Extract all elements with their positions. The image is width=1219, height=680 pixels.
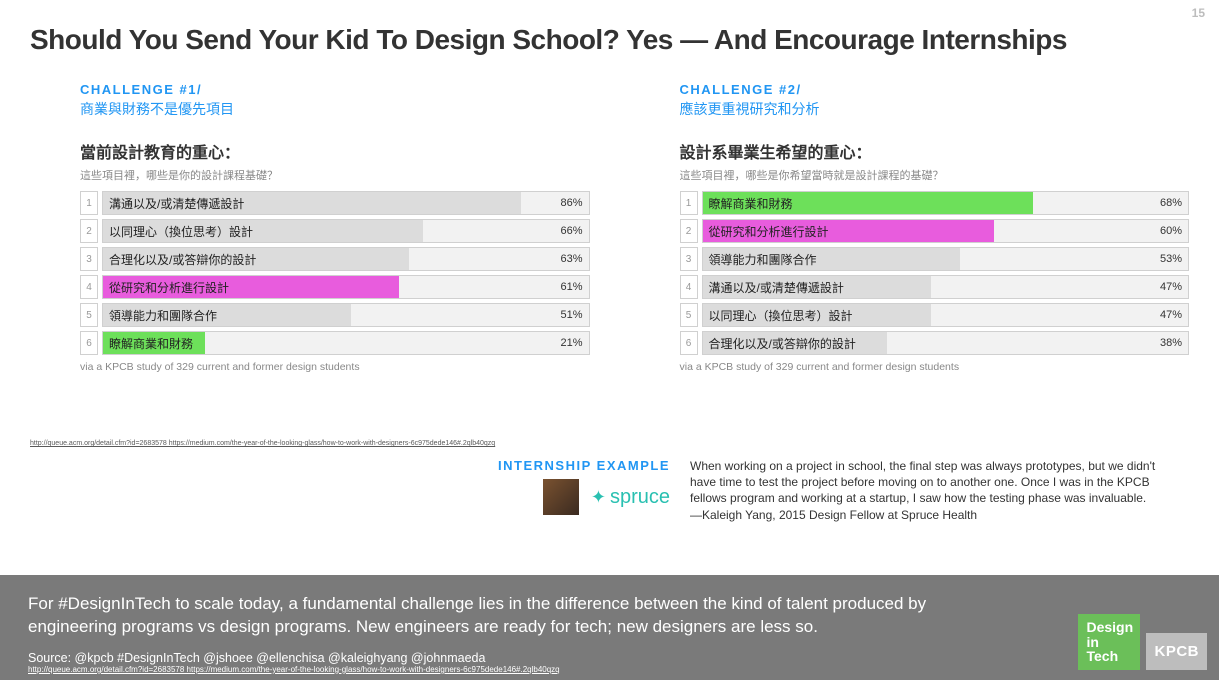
reference-links: http://queue.acm.org/detail.cfm?id=26835… (30, 440, 495, 447)
bar-percentage: 47% (1160, 281, 1182, 293)
bar-percentage: 60% (1160, 225, 1182, 237)
bar-track: 瞭解商業和財務 68% (702, 191, 1190, 215)
bar-percentage: 86% (560, 197, 582, 209)
bar-track: 以同理心（換位思考）設計 66% (102, 219, 590, 243)
section-title: 設計系畢業生希望的重心： (680, 139, 1190, 163)
rank-number: 2 (680, 219, 698, 243)
rank-number: 5 (80, 303, 98, 327)
bar-label: 溝通以及/或清楚傳遞設計 (703, 279, 844, 296)
section-title: 當前設計教育的重心： (80, 139, 590, 163)
bar-chart: 1 瞭解商業和財務 68% 2 從研究和分析進行設計 60% 3 領導能力和團隊合作 53% 4溝… (680, 191, 1190, 355)
bar-label: 瞭解商業和財務 (703, 195, 793, 212)
bar-track: 溝通以及/或清楚傳遞設計 47% (702, 275, 1190, 299)
bar-track: 合理化以及/或答辯你的設計 63% (102, 247, 590, 271)
internship-quote: When working on a project in school, the… (690, 458, 1160, 523)
bar-track: 瞭解商業和財務 21% (102, 331, 590, 355)
bar-track: 合理化以及/或答辯你的設計 38% (702, 331, 1190, 355)
spruce-logo: ✦ spruce (591, 486, 670, 509)
bar-track: 以同理心（換位思考）設計 47% (702, 303, 1190, 327)
quote-text: When working on a project in school, the… (690, 459, 1155, 505)
bar-label: 領導能力和團隊合作 (103, 307, 217, 324)
challenge-column-1: CHALLENGE #1/商業與財務不是優先項目當前設計教育的重心： 這些項目裡，… (80, 82, 590, 373)
rank-number: 5 (680, 303, 698, 327)
rank-number: 4 (680, 275, 698, 299)
bar-track: 從研究和分析進行設計 61% (102, 275, 590, 299)
bar-track: 溝通以及/或清楚傳遞設計 86% (102, 191, 590, 215)
internship-example: INTERNSHIP EXAMPLE ✦ spruce When working… (460, 458, 1160, 523)
bar-percentage: 47% (1160, 309, 1182, 321)
bar-percentage: 68% (1160, 197, 1182, 209)
bar-row: 3 領導能力和團隊合作 53% (680, 247, 1190, 271)
bar-label: 從研究和分析進行設計 (703, 223, 829, 240)
bar-percentage: 53% (1160, 253, 1182, 265)
design-in-tech-badge: Designin Tech (1078, 614, 1140, 670)
rank-number: 4 (80, 275, 98, 299)
bar-row: 6 瞭解商業和財務 21% (80, 331, 590, 355)
bar-percentage: 21% (560, 337, 582, 349)
bar-label: 以同理心（換位思考）設計 (703, 307, 853, 324)
bar-track: 從研究和分析進行設計 60% (702, 219, 1190, 243)
challenge-subtitle: 商業與財務不是優先項目 (80, 99, 590, 119)
bar-percentage: 66% (560, 225, 582, 237)
bar-label: 領導能力和團隊合作 (703, 251, 817, 268)
avatar (543, 479, 579, 515)
footer-source: Source: @kpcb #DesignInTech @jshoee @ell… (28, 651, 1191, 665)
challenge-subtitle: 應該更重視研究和分析 (680, 99, 1190, 119)
bar-label: 以同理心（換位思考）設計 (103, 223, 253, 240)
rank-number: 1 (80, 191, 98, 215)
bar-row: 5 以同理心（換位思考）設計 47% (680, 303, 1190, 327)
bar-percentage: 61% (560, 281, 582, 293)
bar-row: 1 瞭解商業和財務 68% (680, 191, 1190, 215)
bar-row: 6 合理化以及/或答辯你的設計 38% (680, 331, 1190, 355)
slide-title: Should You Send Your Kid To Design Schoo… (0, 0, 1219, 66)
bar-label: 合理化以及/或答辯你的設計 (103, 251, 256, 268)
footer: For #DesignInTech to scale today, a fund… (0, 575, 1219, 680)
spruce-icon: ✦ (591, 487, 606, 508)
rank-number: 3 (80, 247, 98, 271)
bar-row: 4 溝通以及/或清楚傳遞設計 47% (680, 275, 1190, 299)
internship-label: INTERNSHIP EXAMPLE (460, 458, 670, 473)
content-columns: CHALLENGE #1/商業與財務不是優先項目當前設計教育的重心： 這些項目裡，… (0, 66, 1219, 373)
quote-attribution: —Kaleigh Yang, 2015 Design Fellow at Spr… (690, 508, 977, 522)
bar-track: 領導能力和團隊合作 51% (102, 303, 590, 327)
bar-percentage: 51% (560, 309, 582, 321)
rank-number: 2 (80, 219, 98, 243)
bar-row: 2 從研究和分析進行設計 60% (680, 219, 1190, 243)
section-question: 這些項目裡，哪些是你希望當時就是設計課程的基礎？ (680, 167, 1190, 183)
bar-label: 從研究和分析進行設計 (103, 279, 229, 296)
rank-number: 6 (680, 331, 698, 355)
bar-row: 5 領導能力和團隊合作 51% (80, 303, 590, 327)
challenge-label: CHALLENGE #2/ (680, 82, 1190, 97)
challenge-label: CHALLENGE #1/ (80, 82, 590, 97)
rank-number: 6 (80, 331, 98, 355)
kpcb-badge: KPCB (1146, 633, 1207, 670)
bar-row: 1 溝通以及/或清楚傳遞設計 86% (80, 191, 590, 215)
bar-percentage: 38% (1160, 337, 1182, 349)
challenge-column-2: CHALLENGE #2/應該更重視研究和分析設計系畢業生希望的重心： 這些項目裡… (680, 82, 1190, 373)
bar-label: 瞭解商業和財務 (103, 335, 193, 352)
footer-link: http://queue.acm.org/detail.cfm?id=26835… (28, 665, 1191, 674)
bar-chart: 1溝通以及/或清楚傳遞設計86%2以同理心（換位思考）設計66%3合理化以及/或… (80, 191, 590, 355)
bar-percentage: 63% (560, 253, 582, 265)
chart-source: via a KPCB study of 329 current and form… (80, 361, 590, 373)
footer-main-text: For #DesignInTech to scale today, a fund… (28, 593, 1008, 639)
spruce-text: spruce (610, 486, 670, 509)
bar-track: 領導能力和團隊合作 53% (702, 247, 1190, 271)
section-question: 這些項目裡，哪些是你的設計課程基礎？ (80, 167, 590, 183)
rank-number: 3 (680, 247, 698, 271)
page-number: 15 (1192, 6, 1205, 20)
chart-source: via a KPCB study of 329 current and form… (680, 361, 1190, 373)
rank-number: 1 (680, 191, 698, 215)
bar-row: 3 合理化以及/或答辯你的設計 63% (80, 247, 590, 271)
bar-label: 合理化以及/或答辯你的設計 (703, 335, 856, 352)
bar-label: 溝通以及/或清楚傳遞設計 (103, 195, 244, 212)
bar-row: 4 從研究和分析進行設計 61% (80, 275, 590, 299)
bar-row: 2 以同理心（換位思考）設計 66% (80, 219, 590, 243)
